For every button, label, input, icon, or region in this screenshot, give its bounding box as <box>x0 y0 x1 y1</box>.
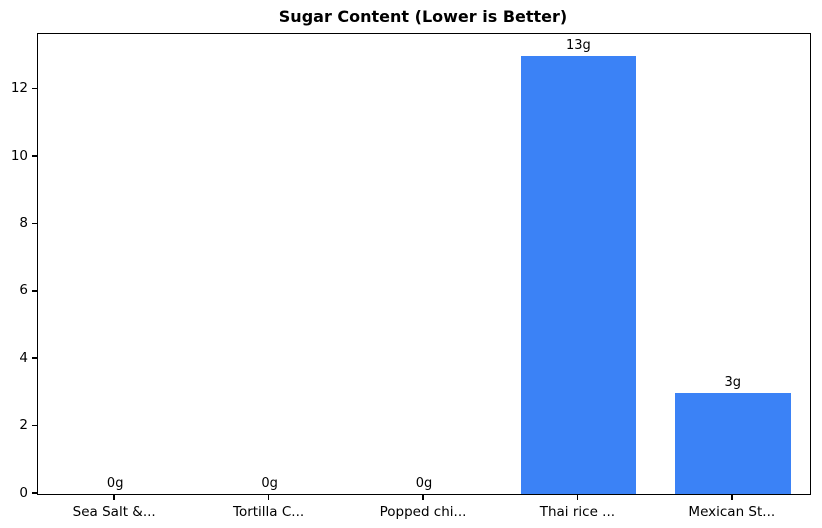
y-tick-label: 6 <box>19 282 28 299</box>
y-tick-mark <box>32 87 37 90</box>
bar <box>520 55 637 494</box>
y-tick-mark <box>32 424 37 427</box>
bar-value-label: 0g <box>415 476 433 491</box>
y-tick-mark <box>32 492 37 494</box>
y-tick-mark <box>32 357 37 359</box>
y-tick-label: 4 <box>19 349 28 366</box>
y-tick-label: 2 <box>19 417 28 434</box>
x-tick-mark <box>422 494 424 500</box>
x-tick-mark <box>113 494 115 500</box>
chart-title: Sugar Content (Lower is Better) <box>278 7 568 26</box>
y-tick-mark <box>32 222 37 225</box>
bar <box>674 392 791 494</box>
x-category-label: Mexican St... <box>688 504 776 520</box>
y-tick-label: 12 <box>10 80 28 97</box>
x-tick-mark <box>576 494 579 500</box>
bar-value-label: 0g <box>106 476 124 491</box>
x-category-label: Thai rice ... <box>539 504 616 520</box>
bar-value-label: 3g <box>724 374 742 390</box>
x-tick-mark <box>267 494 270 500</box>
bar-value-label: 13g <box>565 37 591 53</box>
x-category-label: Tortilla C... <box>233 504 305 520</box>
y-tick-mark <box>32 155 37 157</box>
x-category-label: Sea Salt &... <box>72 504 156 520</box>
y-tick-label: 10 <box>10 147 28 164</box>
x-tick-mark <box>731 494 733 500</box>
bar-value-label: 0g <box>261 476 278 491</box>
y-tick-label: 0 <box>19 484 28 501</box>
plot-area: 0g 0g 0g 13g 3g <box>37 33 811 495</box>
y-tick-mark <box>32 290 37 292</box>
y-tick-label: 8 <box>19 214 28 231</box>
x-category-label: Popped chi... <box>379 504 467 520</box>
